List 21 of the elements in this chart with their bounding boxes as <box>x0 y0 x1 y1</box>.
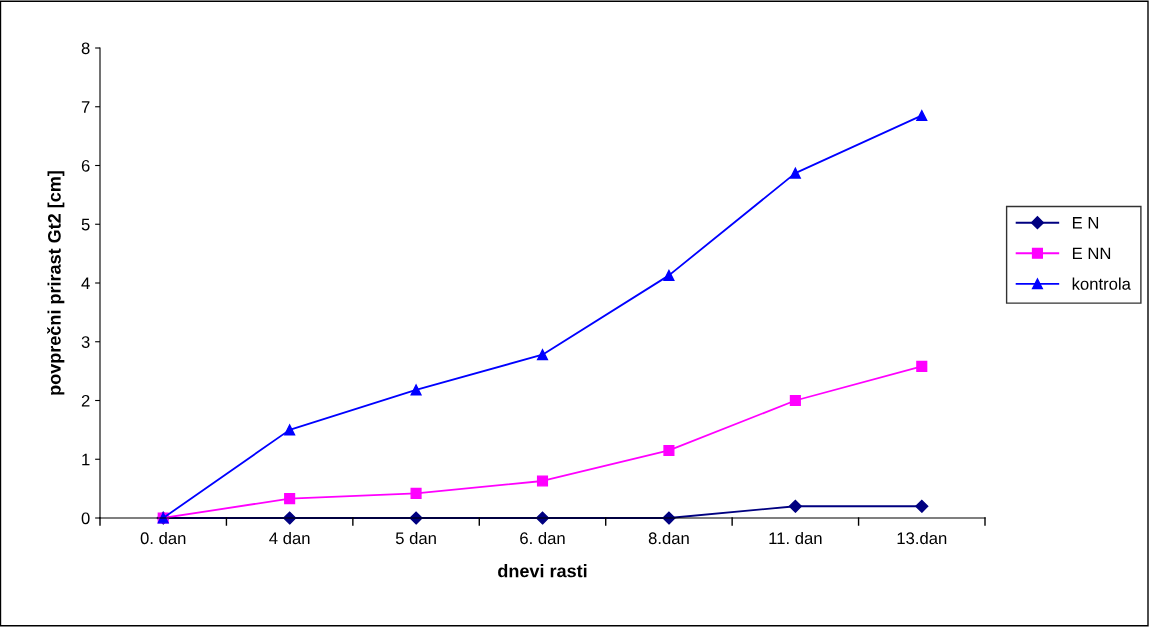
y-tick-label: 1 <box>82 453 90 466</box>
y-tick-label: 7 <box>81 101 90 113</box>
y-tick-label: 6 <box>81 159 90 172</box>
x-tick-label: 11. dan <box>769 531 822 545</box>
x-tick-label: 4 dan <box>269 531 310 545</box>
y-tick-label: 2 <box>81 394 90 407</box>
y-axis-title: povprečni prirast Gt2 [cm] <box>47 171 65 395</box>
y-tick-label: 4 <box>81 277 90 290</box>
x-tick-label: 8.dan <box>648 531 689 545</box>
x-tick-label: 13.dan <box>897 531 947 545</box>
legend-label: kontrola <box>1072 277 1131 290</box>
x-tick-label: 6. dan <box>520 531 565 545</box>
y-tick-label: 5 <box>81 218 90 231</box>
y-tick-label: 8 <box>81 42 90 55</box>
x-tick-label: 5 dan <box>395 531 436 545</box>
y-tick-label: 3 <box>81 336 90 348</box>
legend-label: E NN <box>1072 247 1111 260</box>
x-tick-label: 0. dan <box>140 531 186 545</box>
x-axis-title: dnevi rasti <box>498 564 587 578</box>
y-tick-label: 0 <box>81 512 90 525</box>
legend-label: E N <box>1072 217 1099 229</box>
